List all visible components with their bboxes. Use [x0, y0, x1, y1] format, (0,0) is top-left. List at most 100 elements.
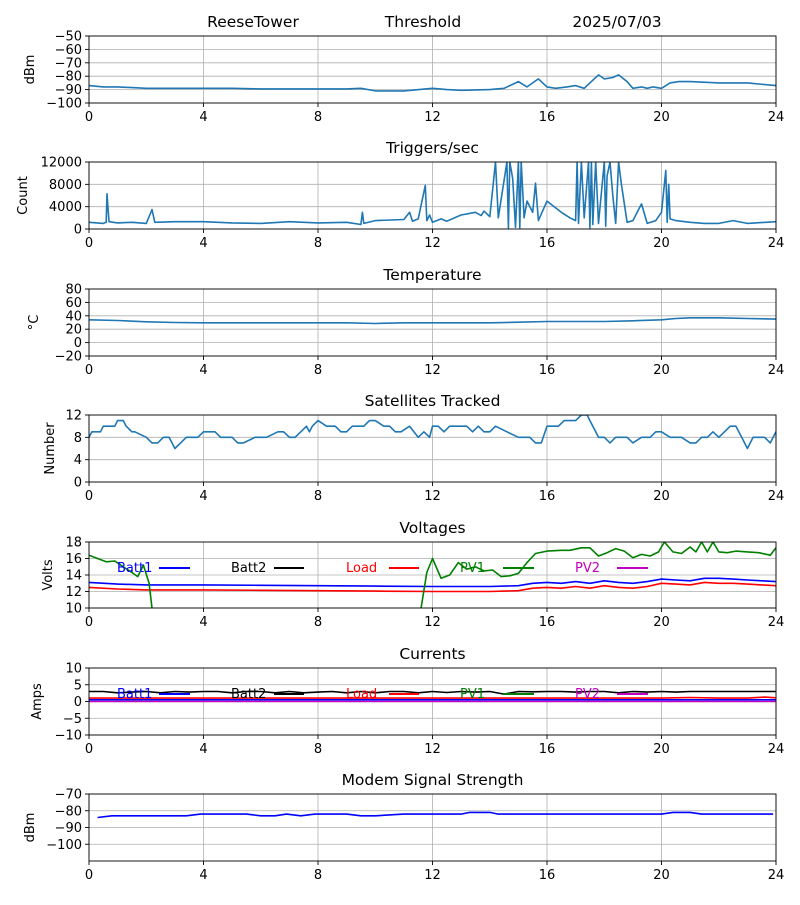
y-tick-label: 5: [74, 678, 82, 693]
series-group: [89, 74, 776, 92]
y-axis-label: dBm: [23, 813, 38, 843]
series-group: [89, 316, 776, 325]
y-tick-label: 12: [65, 409, 82, 424]
series-group: [89, 162, 776, 229]
y-tick-label: 12000: [41, 156, 82, 171]
y-tick-label: 4000: [49, 200, 82, 215]
x-tick-label: 8: [314, 110, 322, 125]
x-tick-label: 12: [424, 868, 441, 883]
series-line-pv1: [89, 554, 153, 608]
legend-label: Load: [346, 561, 377, 576]
y-tick-label: 14: [65, 569, 82, 584]
y-tick-label: −100: [46, 97, 82, 112]
y-axis-label: °C: [27, 315, 42, 331]
legend-label: PV2: [575, 561, 600, 576]
chart-title: Currents: [399, 645, 465, 663]
x-tick-label: 8: [314, 742, 322, 757]
y-tick-label: 0: [74, 476, 82, 491]
x-tick-label: 20: [653, 489, 670, 504]
y-axis-label: Amps: [30, 683, 45, 720]
legend-label: Batt2: [231, 561, 266, 576]
panel-2: 0 4 8 12 16 20 24 0 4000 8000 12000 Count Triggers/s…: [16, 139, 784, 251]
x-tick-label: 16: [539, 363, 556, 378]
y-tick-label: −90: [55, 83, 82, 98]
y-tick-label: 40: [65, 309, 82, 324]
x-tick-label: 4: [199, 110, 207, 125]
series-line-batt2: [89, 690, 776, 695]
x-tick-label: 0: [85, 489, 93, 504]
y-tick-label: 10: [65, 602, 82, 617]
y-tick-label: −80: [55, 804, 82, 819]
chart-title: Modem Signal Strength: [342, 771, 524, 789]
chart-title: Voltages: [399, 519, 465, 537]
chart-title-part: 2025/07/03: [572, 13, 661, 31]
y-tick-label: −100: [46, 838, 82, 853]
x-tick-label: 12: [424, 489, 441, 504]
y-tick-label: −80: [55, 70, 82, 85]
x-tick-label: 24: [768, 742, 785, 757]
y-tick-label: 8: [74, 431, 82, 446]
panel-1: 0 4 8 12 16 20 24 −100−90−80−70−60−50 dBm ReeseTo…: [23, 13, 784, 125]
y-tick-label: 8000: [49, 178, 82, 193]
x-tick-label: 20: [653, 868, 670, 883]
y-tick-label: 20: [65, 323, 82, 338]
y-axis-label: Volts: [41, 559, 56, 591]
x-tick-label: 16: [539, 615, 556, 630]
series-line-1: [89, 415, 776, 450]
y-tick-label: −90: [55, 821, 82, 836]
panel-4: 0 4 8 12 16 20 24 0 4 8 12 Number Satellites Tracked: [43, 392, 784, 504]
x-tick-label: 20: [653, 742, 670, 757]
x-tick-label: 4: [199, 489, 207, 504]
x-tick-label: 24: [768, 868, 785, 883]
y-tick-label: 16: [65, 552, 82, 567]
y-tick-label: 4: [74, 453, 82, 468]
x-tick-label: 12: [424, 110, 441, 125]
x-tick-label: 16: [539, 868, 556, 883]
x-tick-label: 24: [768, 489, 785, 504]
x-tick-label: 0: [85, 868, 93, 883]
legend-label: Batt1: [117, 687, 152, 702]
y-tick-label: −20: [55, 350, 82, 365]
x-tick-label: 16: [539, 489, 556, 504]
series-group: [97, 811, 774, 819]
x-tick-label: 4: [199, 868, 207, 883]
y-tick-label: 0: [74, 695, 82, 710]
y-tick-label: 12: [65, 585, 82, 600]
legend-label: Load: [346, 687, 377, 702]
y-tick-label: −50: [55, 30, 82, 45]
x-tick-label: 4: [199, 615, 207, 630]
legend-label: PV1: [460, 561, 485, 576]
chart-title-part: Threshold: [384, 13, 461, 31]
x-tick-label: 4: [199, 236, 207, 251]
x-tick-label: 8: [314, 868, 322, 883]
legend-label: Batt1: [117, 561, 152, 576]
y-tick-label: 60: [65, 296, 82, 311]
y-tick-label: 18: [65, 536, 82, 551]
legend-label: Batt2: [231, 687, 266, 702]
x-tick-label: 0: [85, 742, 93, 757]
chart-title: Temperature: [382, 266, 481, 284]
series-group: [89, 415, 776, 450]
x-tick-label: 12: [424, 615, 441, 630]
series-line-load: [89, 696, 776, 699]
y-tick-label: −70: [55, 788, 82, 803]
series-line-batt1: [89, 577, 776, 588]
x-tick-label: 20: [653, 110, 670, 125]
x-tick-label: 20: [653, 615, 670, 630]
x-tick-label: 12: [424, 363, 441, 378]
legend-label: PV1: [460, 687, 485, 702]
x-tick-label: 4: [199, 363, 207, 378]
x-tick-label: 16: [539, 742, 556, 757]
x-tick-label: 24: [768, 236, 785, 251]
chart-title: Triggers/sec: [385, 139, 479, 157]
series-line-1: [89, 316, 776, 325]
panel-7: 0 4 8 12 16 20 24 −100 −90 −80−70 dBm Modem Signal …: [23, 771, 784, 883]
x-tick-label: 0: [85, 236, 93, 251]
y-tick-label: −10: [55, 729, 82, 744]
x-tick-label: 8: [314, 236, 322, 251]
x-tick-label: 12: [424, 236, 441, 251]
x-tick-label: 20: [653, 363, 670, 378]
